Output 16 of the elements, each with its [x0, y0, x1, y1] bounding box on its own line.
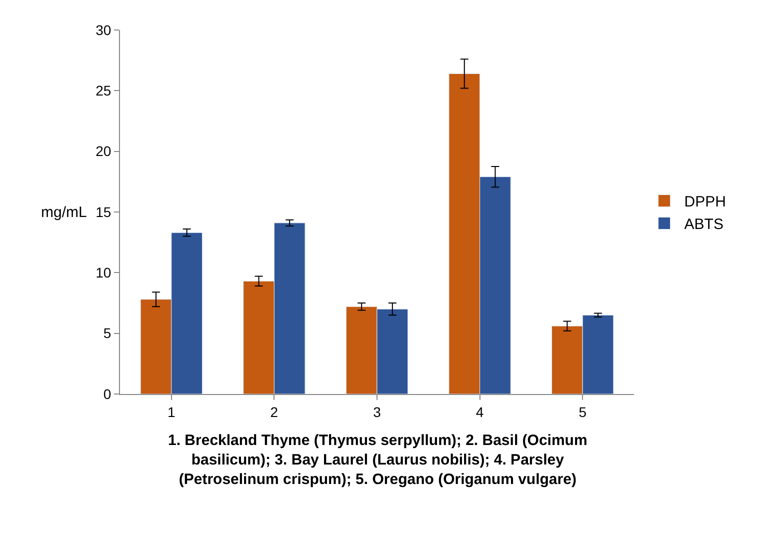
- x-axis-title: 1. Breckland Thyme (Thymus serpyllum); 2. Basil (Ocimum basilicum); 3. Bay Laurel (Laurus nobilis); 4. Parsley (Petroselinum crispum); 5. Oregano (Origanum vulgare): [168, 432, 588, 488]
- y-tick-label: 30: [96, 22, 112, 38]
- y-tick-label: 10: [96, 264, 112, 281]
- x-tick-label: 2: [270, 404, 278, 420]
- x-tick-label: 3: [373, 404, 382, 420]
- y-tick-label: 0: [103, 386, 112, 402]
- legend-label: DPPH: [684, 194, 726, 211]
- y-tick-label: 25: [96, 82, 112, 99]
- y-tick-label: 5: [103, 325, 112, 342]
- y-tick-label: 20: [96, 143, 112, 160]
- y-tick-label: 15: [96, 204, 112, 220]
- legend-label: ABTS: [684, 216, 724, 234]
- x-tick-label: 4: [476, 404, 484, 420]
- x-tick-label: 5: [578, 404, 587, 420]
- y-axis-title: mg/mL: [41, 204, 87, 221]
- x-tick-label: 1: [168, 404, 176, 420]
